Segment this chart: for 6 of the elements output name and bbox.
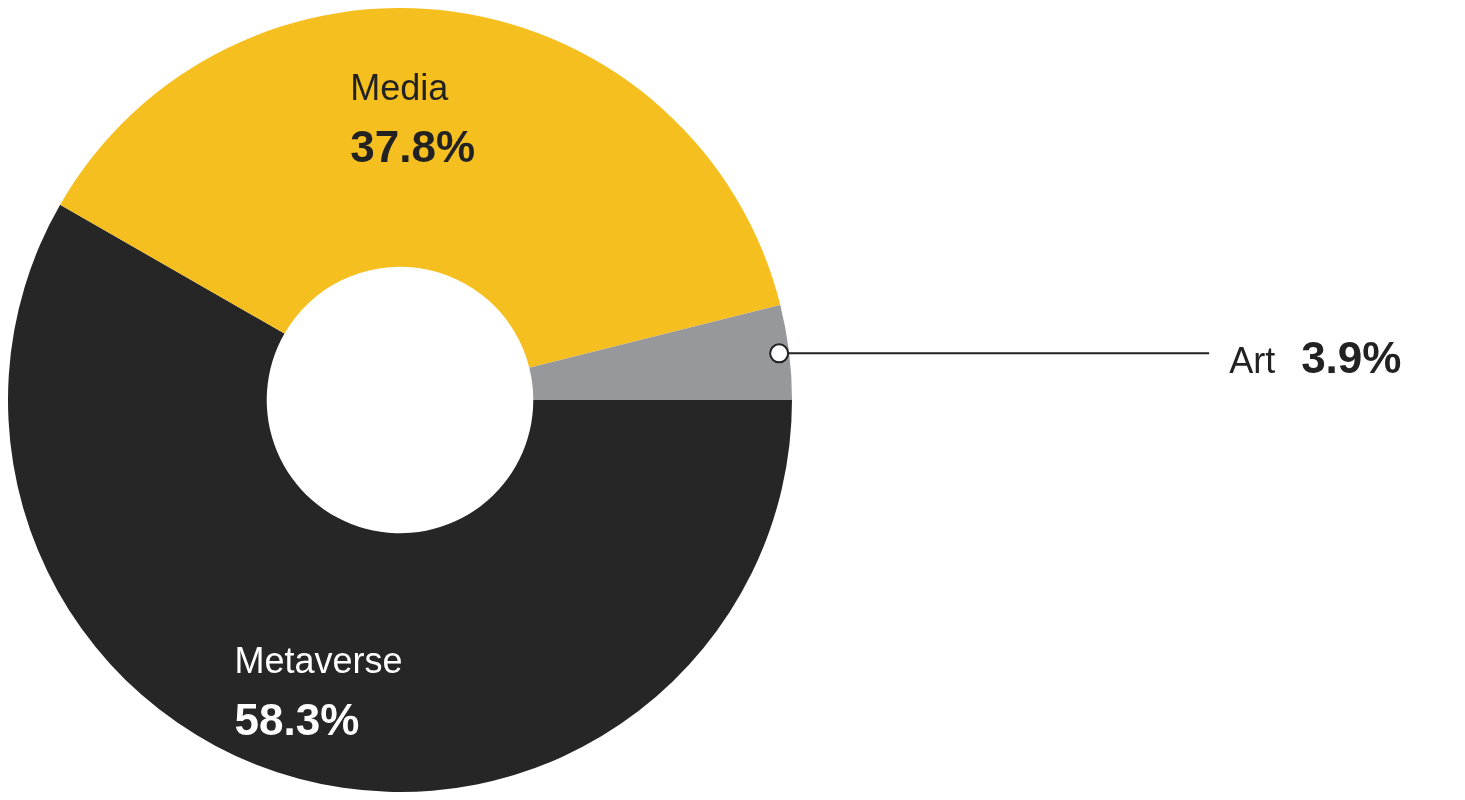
data-label: 58.3% [234,694,360,744]
data-label: 37.8% [350,122,476,172]
slice-label: Media [350,67,450,109]
slice-label: Art [1229,340,1276,382]
slice-label: Metaverse [234,639,403,681]
data-label: 3.9% [1301,333,1402,383]
